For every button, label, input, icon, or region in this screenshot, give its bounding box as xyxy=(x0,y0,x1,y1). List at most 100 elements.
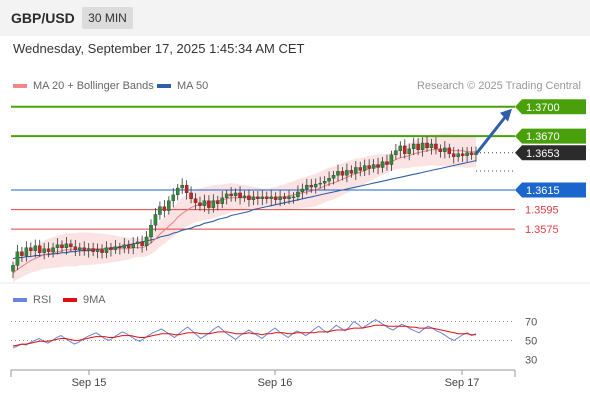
legend-9ma-swatch xyxy=(63,298,77,302)
candle-body xyxy=(336,171,340,176)
candle-body xyxy=(167,200,171,211)
candle-body xyxy=(135,241,140,245)
candle-body xyxy=(69,243,73,247)
candle-body xyxy=(73,246,78,250)
candle-body xyxy=(216,200,220,204)
candle-body xyxy=(224,193,229,198)
x-tick-label: Sep 16 xyxy=(258,377,293,389)
candle-body xyxy=(37,245,42,253)
candle-body xyxy=(300,188,305,193)
candle-body xyxy=(144,236,149,246)
candle-body xyxy=(398,145,403,151)
candle-body xyxy=(322,181,327,184)
candle-body xyxy=(15,251,20,266)
candle-body xyxy=(29,247,33,251)
level-tag-text: 1.3615 xyxy=(526,185,560,197)
candle-body xyxy=(24,247,29,256)
candle-body xyxy=(385,161,389,165)
candle-body xyxy=(33,245,38,251)
candle-body xyxy=(95,249,100,252)
candle-body xyxy=(233,192,238,197)
candle-body xyxy=(127,244,131,248)
candle-body xyxy=(358,167,362,171)
timestamp: Wednesday, September 17, 2025 1:45:34 AM… xyxy=(13,41,305,56)
candle-body xyxy=(460,153,465,156)
candle-body xyxy=(474,152,478,155)
bollinger-band xyxy=(13,133,476,283)
candle-body xyxy=(425,142,429,149)
candle-body xyxy=(82,247,86,251)
level-tag-text: 1.3670 xyxy=(526,131,560,143)
legend-9ma-label: 9MA xyxy=(83,294,106,306)
legend-ma50: MA 50 xyxy=(157,80,208,92)
candle-body xyxy=(331,175,336,179)
candle-body xyxy=(20,251,24,256)
candle-body xyxy=(251,196,256,200)
legend-bollinger-swatch xyxy=(13,84,27,88)
candle-body xyxy=(46,248,51,252)
candle-body xyxy=(175,187,180,196)
candle-body xyxy=(469,152,474,155)
candle-body xyxy=(220,197,224,204)
candle-body xyxy=(171,194,176,201)
candle-body xyxy=(287,196,291,199)
candle-body xyxy=(51,247,55,252)
rsi-tick-label: 30 xyxy=(525,354,537,366)
candle-body xyxy=(140,241,144,246)
candle-body xyxy=(265,196,269,199)
candle-body xyxy=(158,206,162,215)
candle-body xyxy=(296,191,300,198)
legend-9ma: 9MA xyxy=(63,294,106,306)
rsi-9ma-line xyxy=(12,324,476,347)
level-label-1-3595: 1.3595 xyxy=(525,205,559,217)
candle-body xyxy=(189,192,193,199)
candle-body xyxy=(91,248,95,252)
candle-body xyxy=(291,196,296,199)
candle-body xyxy=(447,147,452,154)
legend-ma50-label: MA 50 xyxy=(177,80,209,92)
candle-body xyxy=(118,246,122,248)
candle-body xyxy=(193,198,198,203)
symbol-title: GBP/USD xyxy=(11,10,75,26)
candle-body xyxy=(42,248,46,253)
candle-body xyxy=(238,192,242,198)
candle-body xyxy=(55,244,60,248)
candle-body xyxy=(451,153,456,157)
timeframe-button[interactable]: 30 MIN xyxy=(82,7,133,29)
candle-body xyxy=(362,165,367,171)
candle-body xyxy=(131,243,135,248)
candle-body xyxy=(198,202,202,206)
candle-body xyxy=(64,243,69,248)
level-label-1-3575: 1.3575 xyxy=(525,224,559,236)
candle-body xyxy=(340,171,345,176)
candle-body xyxy=(349,170,354,174)
candle-body xyxy=(162,206,167,211)
candle-body xyxy=(411,143,416,150)
x-tick-label: Sep 17 xyxy=(445,377,480,389)
candle-body xyxy=(122,244,127,248)
candle-body xyxy=(345,170,349,176)
candle-body xyxy=(354,167,358,174)
x-tick-label: Sep 15 xyxy=(72,377,107,389)
candle-body xyxy=(247,195,251,200)
candle-body xyxy=(380,161,385,168)
candle-body xyxy=(313,183,318,188)
candle-body xyxy=(149,225,153,238)
candle-body xyxy=(184,184,189,194)
candle-body xyxy=(86,248,91,251)
level-tag-text: 1.3700 xyxy=(526,102,560,114)
candle-body xyxy=(60,244,64,248)
candle-body xyxy=(389,154,394,165)
candle-body xyxy=(318,182,322,185)
candle-body xyxy=(100,249,104,253)
copyright-text: Research © 2025 Trading Central xyxy=(416,80,581,92)
candle-body xyxy=(465,152,469,156)
candle-body xyxy=(429,143,434,149)
candle-body xyxy=(456,153,460,157)
candle-body xyxy=(11,265,15,272)
candle-body xyxy=(443,147,447,152)
candle-body xyxy=(269,196,273,199)
candle-body xyxy=(407,148,411,154)
candle-body xyxy=(273,196,278,200)
